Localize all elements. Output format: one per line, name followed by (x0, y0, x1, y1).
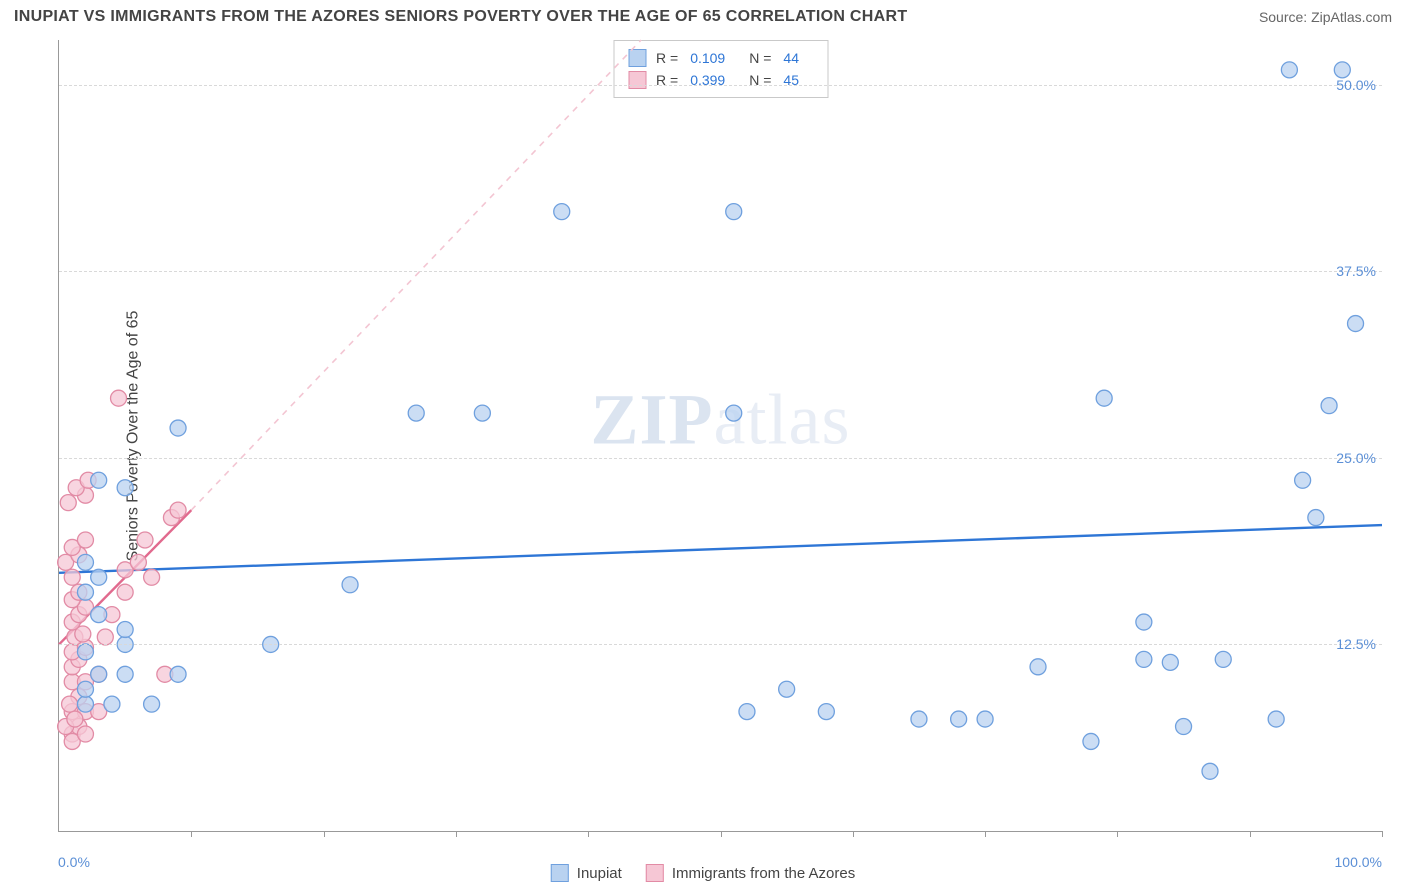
data-point (739, 704, 755, 720)
data-point (117, 666, 133, 682)
data-point (1083, 733, 1099, 749)
data-point (170, 666, 186, 682)
trendline-series2-dashed (191, 40, 641, 510)
data-point (117, 622, 133, 638)
y-tick-label: 37.5% (1336, 263, 1376, 279)
data-point (1281, 62, 1297, 78)
data-point (77, 696, 93, 712)
data-point (91, 607, 107, 623)
y-tick-label: 25.0% (1336, 450, 1376, 466)
legend-bottom-swatch-1 (551, 864, 569, 882)
y-tick-label: 12.5% (1336, 636, 1376, 652)
data-point (67, 711, 83, 727)
data-point (77, 644, 93, 660)
data-point (342, 577, 358, 593)
data-point (144, 569, 160, 585)
data-point (77, 532, 93, 548)
data-point (144, 696, 160, 712)
data-point (1096, 390, 1112, 406)
chart-title: INUPIAT VS IMMIGRANTS FROM THE AZORES SE… (14, 8, 907, 26)
data-point (77, 726, 93, 742)
data-point (1176, 719, 1192, 735)
data-point (554, 204, 570, 220)
data-point (170, 502, 186, 518)
chart-container: Seniors Poverty Over the Age of 65 ZIPat… (14, 30, 1392, 842)
data-point (60, 495, 76, 511)
data-point (137, 532, 153, 548)
legend-bottom-label-1: Inupiat (577, 865, 622, 882)
data-point (104, 696, 120, 712)
data-point (408, 405, 424, 421)
data-point (911, 711, 927, 727)
data-point (77, 554, 93, 570)
data-point (1202, 763, 1218, 779)
plot-area: ZIPatlas R = 0.109 N = 44 R = 0.399 N = … (58, 40, 1382, 832)
data-point (726, 405, 742, 421)
data-point (91, 472, 107, 488)
data-point (117, 584, 133, 600)
data-point (474, 405, 490, 421)
data-point (91, 666, 107, 682)
data-point (1030, 659, 1046, 675)
data-point (1348, 316, 1364, 332)
legend-bottom-label-2: Immigrants from the Azores (672, 865, 855, 882)
trendline-series1 (59, 525, 1382, 573)
data-point (117, 480, 133, 496)
data-point (1295, 472, 1311, 488)
data-point (1268, 711, 1284, 727)
legend-bottom: Inupiat Immigrants from the Azores (551, 864, 855, 882)
data-point (1215, 651, 1231, 667)
data-point (130, 554, 146, 570)
data-point (77, 584, 93, 600)
data-point (64, 569, 80, 585)
x-axis-min-label: 0.0% (58, 854, 90, 870)
data-point (1308, 510, 1324, 526)
x-axis-max-label: 100.0% (1335, 854, 1382, 870)
data-point (818, 704, 834, 720)
y-tick-label: 50.0% (1336, 77, 1376, 93)
data-point (1334, 62, 1350, 78)
data-point (1162, 654, 1178, 670)
data-point (726, 204, 742, 220)
source-label: Source: ZipAtlas.com (1259, 9, 1392, 25)
data-point (111, 390, 127, 406)
data-point (1136, 614, 1152, 630)
data-point (779, 681, 795, 697)
data-point (1136, 651, 1152, 667)
data-point (951, 711, 967, 727)
data-point (91, 569, 107, 585)
data-point (170, 420, 186, 436)
plot-svg (59, 40, 1382, 831)
data-point (77, 681, 93, 697)
legend-bottom-swatch-2 (646, 864, 664, 882)
data-point (62, 696, 78, 712)
data-point (97, 629, 113, 645)
data-point (1321, 398, 1337, 414)
data-point (977, 711, 993, 727)
